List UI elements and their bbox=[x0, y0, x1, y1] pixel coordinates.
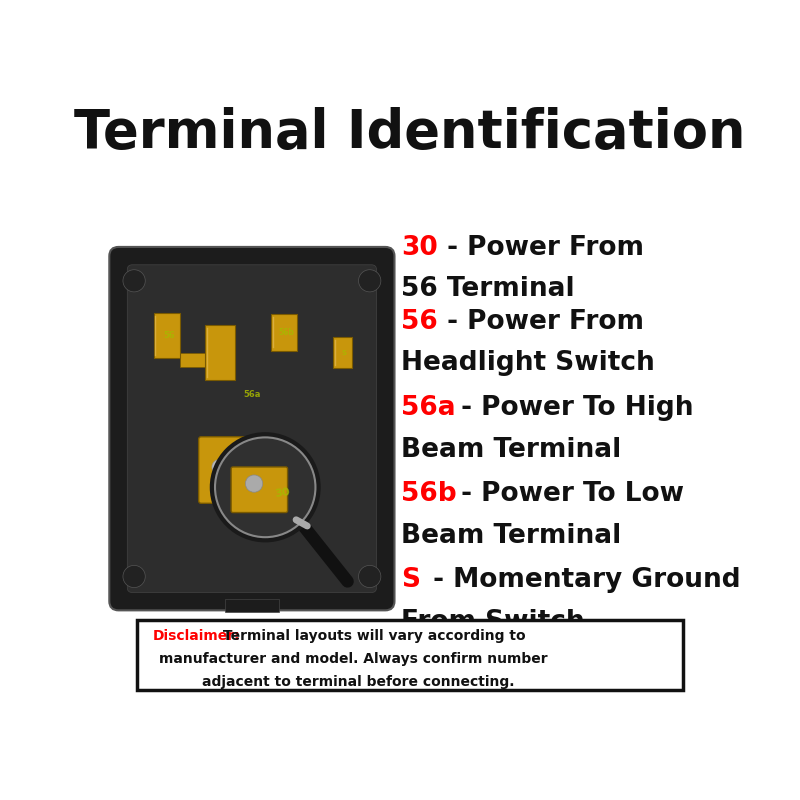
Text: - Power To Low: - Power To Low bbox=[451, 481, 683, 507]
FancyBboxPatch shape bbox=[180, 353, 226, 366]
Text: manufacturer and model. Always confirm number: manufacturer and model. Always confirm n… bbox=[159, 652, 547, 666]
Text: - Power To High: - Power To High bbox=[451, 394, 693, 421]
FancyBboxPatch shape bbox=[226, 598, 278, 612]
Text: adjacent to terminal before connecting.: adjacent to terminal before connecting. bbox=[202, 675, 515, 689]
FancyBboxPatch shape bbox=[198, 437, 262, 503]
Circle shape bbox=[358, 566, 381, 587]
Text: 30: 30 bbox=[401, 234, 438, 261]
Text: Terminal layouts will vary according to: Terminal layouts will vary according to bbox=[218, 630, 526, 643]
Text: - Power From: - Power From bbox=[438, 234, 644, 261]
FancyBboxPatch shape bbox=[154, 314, 180, 358]
Text: 30: 30 bbox=[260, 470, 275, 482]
FancyBboxPatch shape bbox=[138, 619, 682, 690]
Text: S: S bbox=[401, 567, 420, 594]
Text: Beam Terminal: Beam Terminal bbox=[401, 437, 621, 462]
FancyBboxPatch shape bbox=[127, 265, 377, 593]
Text: Terminal Identification: Terminal Identification bbox=[74, 107, 746, 159]
Text: 56b: 56b bbox=[401, 481, 456, 507]
Text: - Momentary Ground: - Momentary Ground bbox=[424, 567, 741, 594]
Circle shape bbox=[358, 270, 381, 292]
Text: - Power From: - Power From bbox=[438, 309, 644, 334]
Circle shape bbox=[212, 459, 227, 474]
Circle shape bbox=[123, 270, 146, 292]
Text: Disclaimer:: Disclaimer: bbox=[153, 630, 240, 643]
Text: 56: 56 bbox=[163, 331, 175, 340]
Text: From Switch: From Switch bbox=[401, 609, 584, 635]
FancyBboxPatch shape bbox=[231, 467, 287, 513]
Text: 56a: 56a bbox=[243, 390, 261, 398]
Text: 56b: 56b bbox=[278, 327, 294, 337]
FancyBboxPatch shape bbox=[205, 325, 234, 381]
Text: Headlight Switch: Headlight Switch bbox=[401, 350, 654, 377]
Text: 56: 56 bbox=[401, 309, 438, 334]
FancyBboxPatch shape bbox=[334, 338, 352, 368]
Text: 56a: 56a bbox=[401, 394, 455, 421]
FancyBboxPatch shape bbox=[110, 247, 394, 610]
Text: 56 Terminal: 56 Terminal bbox=[401, 277, 574, 302]
FancyBboxPatch shape bbox=[271, 314, 297, 350]
Text: Beam Terminal: Beam Terminal bbox=[401, 523, 621, 549]
Circle shape bbox=[123, 566, 146, 587]
Circle shape bbox=[246, 475, 262, 492]
Text: 30: 30 bbox=[274, 487, 291, 499]
Circle shape bbox=[213, 435, 318, 540]
Text: S: S bbox=[342, 350, 347, 356]
